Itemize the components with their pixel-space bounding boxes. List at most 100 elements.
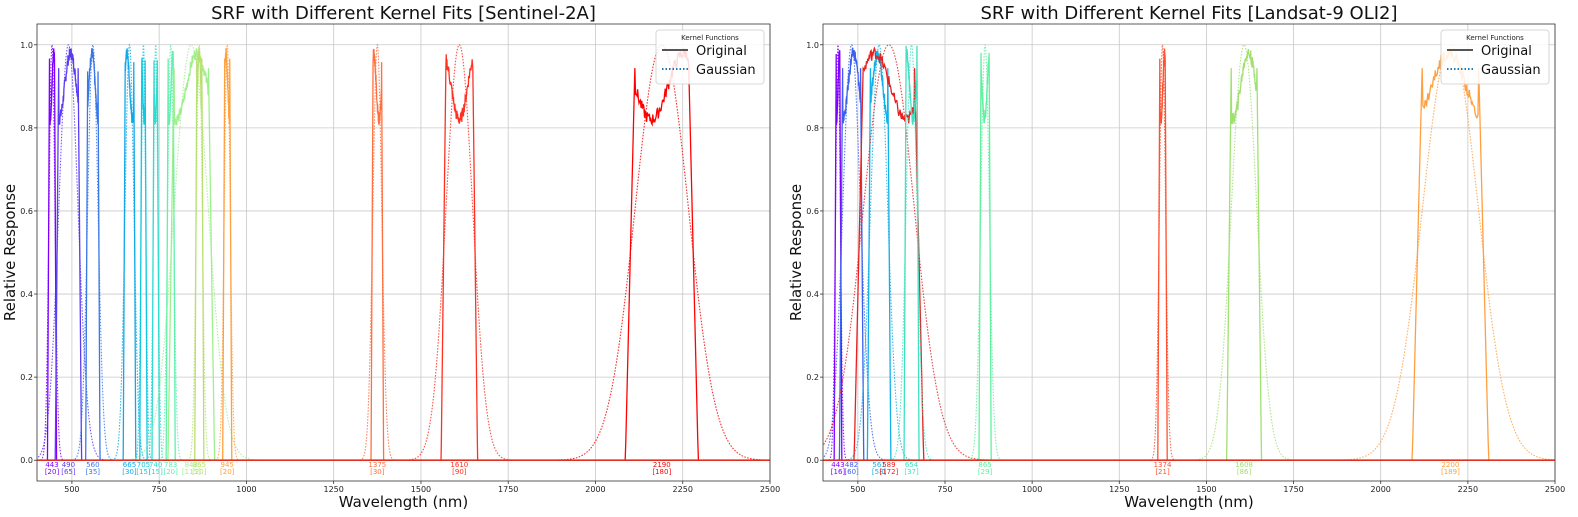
- band-center-label: 482: [845, 461, 858, 469]
- x-tick-label: 500: [64, 485, 79, 494]
- band-center-label: 740: [149, 461, 162, 469]
- x-tick-label: 2250: [1458, 485, 1478, 494]
- original-curve-443: [833, 50, 843, 461]
- band-fwhm-label: [172]: [879, 468, 898, 476]
- gaussian-curve-1375: [359, 43, 396, 461]
- band-center-label: 1608: [1235, 461, 1253, 469]
- band-fwhm-label: [29]: [978, 468, 993, 476]
- x-tick-label: 1750: [1283, 485, 1303, 494]
- legend-label-gaussian: Gaussian: [1481, 63, 1541, 78]
- band-center-label: 945: [221, 461, 234, 469]
- axes-frame: [822, 23, 1556, 482]
- original-curve-783: [165, 50, 177, 461]
- original-curve-654: [903, 45, 921, 461]
- gaussian-curve-665: [111, 43, 148, 461]
- y-tick-label: 0.4: [806, 290, 819, 299]
- y-axis-label: Relative Response: [787, 184, 805, 321]
- original-curve-705: [138, 57, 149, 461]
- x-tick-label: 2000: [1371, 485, 1391, 494]
- band-center-label: 589: [882, 461, 895, 469]
- legend-box: [655, 29, 765, 85]
- chart-panel-1: SRF with Different Kernel Fits [Landsat-…: [787, 3, 1565, 511]
- original-curve-589: [849, 46, 929, 461]
- original-curve-1374: [1156, 48, 1169, 461]
- band-fwhm-label: [189]: [1441, 468, 1460, 476]
- gaussian-curve-705: [134, 44, 153, 461]
- band-fwhm-label: [30]: [122, 468, 137, 476]
- chart-panel-0: SRF with Different Kernel Fits [Sentinel…: [1, 3, 780, 511]
- chart-title: SRF with Different Kernel Fits [Sentinel…: [211, 3, 596, 24]
- band-center-label: 665: [123, 461, 136, 469]
- y-tick-label: 0.0: [806, 456, 819, 465]
- original-curve-482: [837, 47, 866, 461]
- band-center-label: 1374: [1154, 461, 1172, 469]
- series-group: [823, 43, 1555, 461]
- original-curve-665: [122, 48, 137, 461]
- original-curve-1608: [1224, 48, 1264, 461]
- band-center-label: 490: [62, 461, 75, 469]
- y-tick-label: 0.6: [20, 207, 33, 216]
- original-curve-740: [150, 60, 161, 461]
- band-center-label: 705: [137, 461, 150, 469]
- band-fwhm-label: [65]: [61, 468, 76, 476]
- original-curve-443: [46, 48, 58, 461]
- original-curve-842: [164, 48, 218, 461]
- original-curve-560: [84, 48, 102, 461]
- y-tick-label: 0.0: [20, 456, 33, 465]
- band-fwhm-label: [180]: [652, 468, 671, 476]
- band-fwhm-label: [20]: [45, 468, 60, 476]
- band-center-label: 654: [905, 461, 919, 469]
- original-curve-865: [977, 52, 993, 461]
- x-tick-label: 1250: [324, 485, 344, 494]
- gaussian-curve-560: [72, 43, 114, 461]
- gaussian-curve-1610: [405, 44, 513, 461]
- band-center-label: 443: [831, 461, 844, 469]
- band-center-label: 865: [978, 461, 991, 469]
- x-tick-label: 1000: [1022, 485, 1042, 494]
- x-tick-label: 1500: [411, 485, 431, 494]
- x-tick-label: 1000: [236, 485, 256, 494]
- band-fwhm-label: [20]: [163, 468, 178, 476]
- y-tick-label: 1.0: [806, 41, 819, 50]
- series-group: [37, 43, 768, 461]
- band-fwhm-label: [30]: [370, 468, 385, 476]
- band-fwhm-label: [35]: [86, 468, 101, 476]
- original-curve-2190: [620, 48, 704, 461]
- y-tick-label: 1.0: [20, 41, 33, 50]
- x-tick-label: 2500: [760, 485, 780, 494]
- y-tick-label: 0.6: [806, 207, 819, 216]
- x-tick-label: 1750: [498, 485, 518, 494]
- y-tick-label: 0.4: [20, 290, 33, 299]
- band-fwhm-label: [37]: [904, 468, 919, 476]
- y-tick-label: 0.8: [806, 124, 819, 133]
- legend-title: Kernel Functions: [681, 34, 739, 42]
- legend: Kernel Functions Original Gaussian: [655, 29, 765, 85]
- original-curve-1610: [438, 54, 481, 461]
- band-center-label: 842: [185, 461, 198, 469]
- band-fwhm-label: [86]: [1237, 468, 1252, 476]
- gaussian-curve-740: [146, 44, 165, 461]
- x-axis-label: Wavelength (nm): [339, 493, 469, 511]
- original-curve-490: [53, 48, 84, 461]
- x-tick-label: 750: [937, 485, 952, 494]
- y-tick-label: 0.8: [20, 124, 33, 133]
- band-fwhm-label: [60]: [844, 468, 859, 476]
- legend-label-original: Original: [1481, 44, 1532, 59]
- band-fwhm-label: [115]: [182, 468, 201, 476]
- band-center-label: 783: [164, 461, 177, 469]
- gaussian-curve-490: [37, 44, 107, 461]
- original-curve-865: [193, 47, 205, 461]
- band-fwhm-label: [20]: [220, 468, 235, 476]
- band-fwhm-label: [16]: [831, 468, 846, 476]
- gaussian-curve-783: [158, 44, 183, 461]
- x-tick-label: 500: [850, 485, 865, 494]
- x-tick-label: 1500: [1196, 485, 1216, 494]
- y-tick-label: 0.2: [806, 373, 819, 382]
- original-curve-1375: [369, 48, 385, 461]
- gaussian-curve-443: [828, 43, 848, 461]
- band-center-label: 2190: [653, 461, 671, 469]
- band-fwhm-label: [20]: [192, 468, 207, 476]
- gaussian-curve-865: [187, 44, 212, 461]
- x-axis-label: Wavelength (nm): [1124, 493, 1254, 511]
